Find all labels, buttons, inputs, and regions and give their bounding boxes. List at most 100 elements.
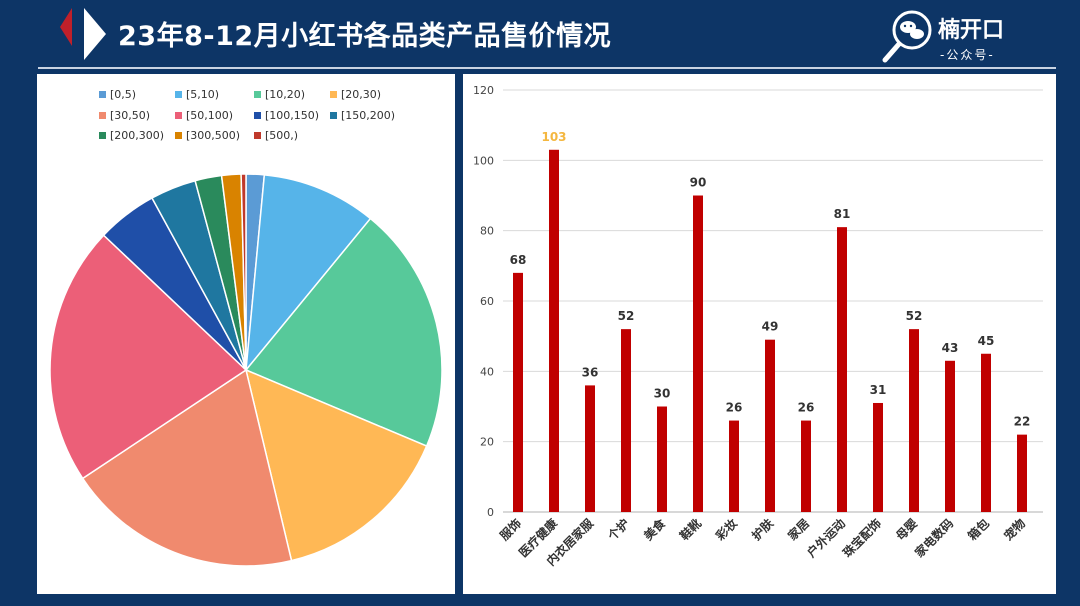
y-tick-label: 100 — [473, 154, 494, 167]
data-label: 30 — [654, 387, 671, 401]
magnifier-wechat-icon — [882, 10, 932, 63]
legend-swatch — [330, 91, 337, 98]
bar — [765, 339, 775, 512]
data-label: 90 — [690, 176, 707, 190]
x-tick-label: 家居 — [785, 516, 813, 544]
arrow-logo-icon — [60, 8, 106, 60]
legend-item: [300,500) — [175, 129, 240, 142]
legend-item: [0,5) — [99, 88, 136, 101]
y-tick-label: 40 — [480, 365, 494, 378]
legend-item: [5,10) — [175, 88, 219, 101]
x-tick-label: 宠物 — [1001, 516, 1029, 544]
legend-swatch — [175, 132, 182, 139]
y-tick-label: 0 — [487, 506, 494, 519]
legend-label: [300,500) — [186, 129, 240, 142]
legend-swatch — [254, 132, 261, 139]
y-tick-label: 20 — [480, 436, 494, 449]
legend-label: [5,10) — [186, 88, 219, 101]
legend-label: [30,50) — [110, 109, 150, 122]
bar — [1017, 434, 1027, 512]
data-label: 52 — [906, 309, 923, 323]
legend-item: [500,) — [254, 129, 298, 142]
pie-slice — [244, 217, 443, 448]
bar — [873, 402, 883, 512]
bar — [909, 329, 919, 512]
bar — [729, 420, 739, 512]
legend-item: [20,30) — [330, 88, 381, 101]
data-label: 26 — [726, 401, 743, 415]
bar — [981, 353, 991, 512]
data-label: 68 — [510, 253, 527, 267]
x-tick-label: 箱包 — [965, 516, 993, 544]
legend-item: [10,20) — [254, 88, 305, 101]
legend-item: [150,200) — [330, 109, 395, 122]
x-tick-label: 母婴 — [893, 516, 920, 543]
legend-item: [100,150) — [254, 109, 319, 122]
bar — [837, 227, 847, 512]
x-tick-label: 彩妆 — [712, 516, 740, 544]
bar — [693, 195, 703, 512]
pie-slice — [81, 368, 293, 567]
legend-swatch — [175, 112, 182, 119]
legend-swatch — [99, 112, 106, 119]
legend-label: [50,100) — [186, 109, 233, 122]
x-tick-label: 美食 — [641, 515, 669, 543]
x-tick-label: 个护 — [604, 516, 632, 544]
legend-label: [0,5) — [110, 88, 136, 101]
legend-swatch — [254, 112, 261, 119]
data-label: 26 — [798, 401, 815, 415]
brand-subtitle: -公众号- — [940, 48, 995, 62]
legend-swatch — [175, 91, 182, 98]
legend-item: [200,300) — [99, 129, 164, 142]
price-range-pie-chart: [0,5) [5,10) [10,20) [20,30) [30,50) [50,100)… — [49, 88, 443, 567]
x-tick-label: 鞋靴 — [677, 516, 705, 544]
bar — [801, 420, 811, 512]
x-tick-label: 服饰 — [497, 516, 525, 544]
x-tick-label: 户外运动 — [804, 516, 849, 561]
data-label: 103 — [541, 130, 566, 144]
legend-swatch — [254, 91, 261, 98]
legend-item: [50,100) — [175, 109, 233, 122]
pie-slice — [49, 234, 248, 480]
y-tick-label: 60 — [480, 295, 494, 308]
bar-panel: 0 20 40 60 80 100 120 68 服饰 103 医疗健康 36 内衣居家服 52 个护 30 美… — [463, 74, 1056, 594]
legend-swatch — [99, 132, 106, 139]
legend-label: [20,30) — [341, 88, 381, 101]
legend-label: [500,) — [265, 129, 298, 142]
bar — [657, 406, 667, 512]
bar — [549, 149, 559, 512]
data-label: 43 — [942, 341, 959, 355]
x-tick-label: 家电数码 — [912, 516, 957, 561]
header: 23年8-12月小红书各品类产品售价情况 楠开口 -公众号- — [0, 0, 1080, 69]
pie-slice — [244, 368, 428, 562]
legend-swatch — [99, 91, 106, 98]
data-label: 36 — [582, 365, 599, 379]
legend-label: [150,200) — [341, 109, 395, 122]
legend-label: [200,300) — [110, 129, 164, 142]
data-label: 31 — [870, 383, 887, 397]
bar — [513, 272, 523, 512]
legend-label: [10,20) — [265, 88, 305, 101]
brand-name: 楠开口 — [938, 18, 1005, 43]
category-price-bar-chart: 02040608010012068服饰103医疗健康36内衣居家服52个护30美… — [473, 84, 1043, 569]
data-label: 22 — [1014, 415, 1031, 429]
data-label: 81 — [834, 207, 851, 221]
legend-label: [100,150) — [265, 109, 319, 122]
bar — [621, 329, 631, 512]
data-label: 45 — [978, 334, 995, 348]
pie-slice — [240, 173, 247, 371]
y-tick-label: 80 — [480, 225, 494, 238]
x-tick-label: 珠宝配饰 — [840, 516, 885, 561]
pie-slice — [245, 174, 372, 373]
x-tick-label: 护肤 — [749, 515, 777, 543]
brand: 楠开口 -公众号- — [880, 6, 1060, 66]
data-label: 49 — [762, 320, 779, 334]
legend-item: [30,50) — [99, 109, 150, 122]
pie-panel: [0,5) [5,10) [10,20) [20,30) [30,50) [50,100)… — [37, 74, 455, 594]
bar — [945, 360, 955, 512]
legend-swatch — [330, 112, 337, 119]
bar — [585, 385, 595, 512]
page-title: 23年8-12月小红书各品类产品售价情况 — [118, 21, 612, 52]
y-tick-label: 120 — [473, 84, 494, 97]
header-divider — [38, 67, 1056, 69]
